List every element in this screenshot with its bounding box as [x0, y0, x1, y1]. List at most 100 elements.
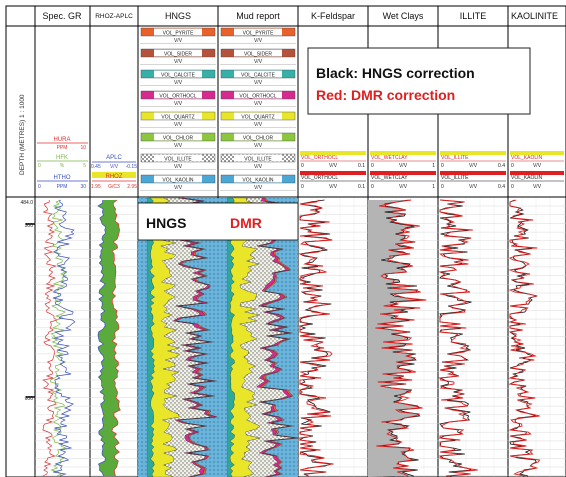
mineral-range-black: 0: [371, 184, 374, 190]
volume-name: VOL_SIDER: [164, 52, 192, 58]
curve-min-rhoz: 1.95: [91, 184, 101, 190]
panel-label-dmr: DMR: [230, 215, 262, 231]
mineral-unit: V/V: [399, 163, 408, 169]
mineral-max-black: 0.1: [358, 184, 365, 190]
mineral-max: 0.1: [358, 163, 365, 169]
volume-name: VOL_QUARTZ: [161, 115, 194, 121]
mineral-header-2: VOL_ILLITE 0 V/V 0.4 VOL_ILLITE 0 V/V 0.4: [440, 151, 506, 190]
curve-label-rhoz: RHOZ: [106, 174, 123, 180]
mud-report-volume-panel: [218, 197, 300, 477]
rhoz-aplc-curves: [97, 199, 121, 477]
volume-name: VOL_CALCITE: [161, 73, 196, 79]
volume-curve-headers: VOL_PYRITEV/VVOL_PYRITEV/VVOL_SIDERV/VVO…: [140, 27, 296, 191]
volume-name: VOL_CHLOR: [163, 136, 194, 142]
volume-unit: V/V: [254, 143, 263, 149]
mineral-header-1: VOL_WETCLAY 0 V/V 1 VOL_WETCLAY 0 V/V 1: [370, 151, 436, 190]
mineral-max-black: 1: [432, 184, 435, 190]
volume-unit: V/V: [254, 38, 263, 44]
volume-unit: V/V: [254, 80, 263, 86]
volume-unit: V/V: [174, 143, 183, 149]
correction-legend-box: Black: HNGS correction Red: DMR correcti…: [307, 47, 531, 115]
track-header-kaolinite: KAOLINITE: [511, 11, 558, 21]
wet-clay-curves: [368, 199, 427, 477]
curve-unit-hfk: %: [60, 163, 65, 169]
rhoz-aplc-legend: APLC 0.45 V/V -0.15 RHOZ 1.95 G/C3 2.95: [91, 155, 137, 190]
mineral-range-black: 0: [441, 184, 444, 190]
volume-unit: V/V: [174, 59, 183, 65]
curve-max-hfk: 5: [83, 163, 86, 169]
volume-unit: V/V: [254, 164, 263, 170]
track-header-mud-report: Mud report: [236, 11, 280, 21]
mineral-max: 1: [432, 163, 435, 169]
curve-min-aplc: 0.45: [91, 164, 101, 170]
curve-unit-rhoz: G/C3: [108, 184, 120, 190]
curve-max-hura: 10: [80, 145, 86, 151]
log-body: [35, 197, 566, 477]
legend-red-label: Red: DMR correction: [316, 87, 455, 103]
mineral-max: 0.4: [498, 163, 505, 169]
volume-name: VOL_QUARTZ: [241, 115, 274, 121]
mineral-max-black: 0.4: [498, 184, 505, 190]
mineral-range: 0: [371, 163, 374, 169]
volume-unit: V/V: [254, 185, 263, 191]
track-header-illite: ILLITE: [460, 11, 487, 21]
volume-unit: V/V: [254, 101, 263, 107]
panel-label-box: HNGS DMR: [137, 202, 299, 241]
k-feldspar-curves: [298, 199, 334, 477]
mineral-red-label: VOL_KAOLIN: [511, 155, 543, 161]
mineral-unit: V/V: [329, 163, 338, 169]
curve-max-aplc: -0.15: [126, 164, 138, 170]
depth-label-top: 484.0: [20, 200, 33, 206]
mineral-unit-black: V/V: [329, 184, 338, 190]
volume-name: VOL_ILLITE: [164, 157, 192, 163]
track-header-k-feldspar: K-Feldspar: [311, 11, 355, 21]
curve-label-htho: HTHO: [54, 175, 71, 181]
curve-unit-htho: PPM: [57, 184, 68, 190]
mineral-range-black: 0: [511, 184, 514, 190]
spec-gr-legend: HURA PPM 10 HFK 0 % 5 HTHO 0 PPM 30: [37, 137, 88, 190]
track-header-wet-clays: Wet Clays: [383, 11, 424, 21]
curve-min-hfk: 0: [38, 163, 41, 169]
curve-unit-aplc: V/V: [110, 164, 119, 170]
mineral-header-0: VOL_ORTHOCL 0 V/V 0.1 VOL_ORTHOCL 0 V/V 0.1: [300, 151, 366, 190]
curve-min-htho: 0: [38, 184, 41, 190]
depth-label-500: 500: [25, 223, 34, 229]
volume-unit: V/V: [254, 59, 263, 65]
curve-label-hura: HURA: [53, 137, 70, 143]
depth-label-600: 600: [25, 396, 34, 402]
legend-black-label: Black: HNGS correction: [316, 65, 475, 81]
volume-name: VOL_ORTHOCL: [239, 94, 276, 100]
curve-max-rhoz: 2.95: [127, 184, 137, 190]
curve-label-hfk: HFK: [56, 155, 68, 161]
track-header-hngs: HNGS: [165, 11, 191, 21]
volume-name: VOL_KAOLIN: [162, 178, 194, 184]
volume-name: VOL_CHLOR: [243, 136, 274, 142]
mineral-black-label: VOL_ORTHOCL: [301, 175, 338, 181]
mineral-unit: V/V: [469, 163, 478, 169]
track-header-spec-gr: Spec. GR: [42, 11, 82, 21]
mineral-header-3: VOL_KAOLIN 0 V/V VOL_KAOLIN 0 V/V: [510, 151, 564, 190]
volume-name: VOL_ORTHOCL: [159, 94, 196, 100]
curve-max-htho: 30: [80, 184, 86, 190]
volume-name: VOL_SIDER: [244, 52, 272, 58]
depth-axis-title: DEPTH (METRES) 1 : 1000: [19, 94, 26, 175]
mineral-unit: V/V: [533, 163, 542, 169]
volume-unit: V/V: [174, 80, 183, 86]
volume-unit: V/V: [174, 38, 183, 44]
volume-name: VOL_PYRITE: [243, 31, 275, 37]
mineral-range: 0: [301, 163, 304, 169]
hngs-volume-panel: [138, 197, 218, 477]
volume-name: VOL_PYRITE: [163, 31, 195, 37]
